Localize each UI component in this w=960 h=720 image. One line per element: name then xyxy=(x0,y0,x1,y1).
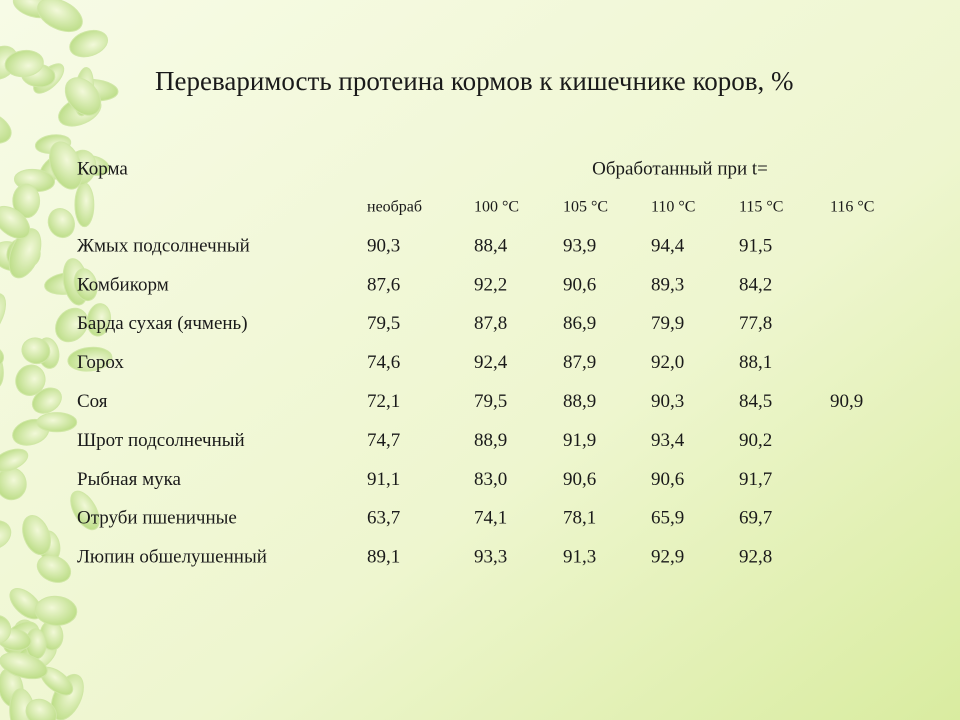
row-label: Соя xyxy=(77,391,108,412)
cell: 84,2 xyxy=(739,274,772,295)
cell: 92,8 xyxy=(739,547,772,568)
cell: 84,5 xyxy=(739,391,772,412)
cell: 90,3 xyxy=(651,391,684,412)
column-subheader: 100 °С xyxy=(474,199,519,216)
cell: 78,1 xyxy=(563,508,596,529)
leaf xyxy=(25,698,57,720)
cell: 92,0 xyxy=(651,352,684,373)
leaf xyxy=(49,141,83,190)
cell: 90,9 xyxy=(830,391,863,412)
leaf-decoration xyxy=(0,0,119,720)
leaf xyxy=(64,77,102,116)
cell: 90,6 xyxy=(563,274,596,295)
leaf xyxy=(67,346,113,372)
cell: 69,7 xyxy=(739,508,772,529)
cell: 91,1 xyxy=(367,469,400,490)
cell: 86,9 xyxy=(563,313,596,334)
cell: 91,5 xyxy=(739,235,772,256)
leaf xyxy=(22,515,51,556)
leaf xyxy=(12,183,41,219)
cell: 63,7 xyxy=(367,508,400,529)
cell: 91,9 xyxy=(563,430,596,451)
leaf xyxy=(21,337,51,365)
cell: 72,1 xyxy=(367,391,400,412)
leaf xyxy=(0,652,48,680)
cell: 83,0 xyxy=(474,469,507,490)
cell: 74,7 xyxy=(367,430,400,451)
leaf xyxy=(8,228,42,279)
cell: 94,4 xyxy=(651,235,685,256)
cell: 77,8 xyxy=(739,313,772,334)
cell: 91,3 xyxy=(563,547,596,568)
cell: 92,9 xyxy=(651,547,684,568)
cell: 93,3 xyxy=(474,547,507,568)
leaf xyxy=(0,109,12,145)
leaf xyxy=(4,49,44,78)
cell: 65,9 xyxy=(651,508,684,529)
row-label: Жмых подсолнечный xyxy=(77,235,250,256)
leaf xyxy=(73,268,98,302)
column-subheader: 105 °С xyxy=(563,199,608,216)
row-label: Шрот подсолнечный xyxy=(77,430,245,451)
leaf xyxy=(69,29,109,58)
column-subheader: 110 °С xyxy=(651,199,695,216)
leaf xyxy=(70,490,100,531)
cell: 79,9 xyxy=(651,313,684,334)
cell: 90,6 xyxy=(651,469,684,490)
leaf xyxy=(0,205,31,239)
column-subheader: 115 °С xyxy=(739,199,783,216)
leaf xyxy=(0,614,12,645)
leaf xyxy=(47,208,75,239)
leaf xyxy=(0,342,4,369)
leaf xyxy=(34,595,78,626)
row-label: Отруби пшеничные xyxy=(77,508,237,529)
cell: 87,6 xyxy=(367,274,400,295)
leaf xyxy=(74,182,95,228)
column-subheader: необраб xyxy=(367,199,422,216)
cell: 79,5 xyxy=(367,313,400,334)
table: необраб 100 °С 105 °С 110 °С 115 °С 116 °С Жмы… xyxy=(77,199,874,568)
leaf xyxy=(0,448,29,472)
cell: 92,4 xyxy=(474,352,508,373)
cell: 88,1 xyxy=(739,352,772,373)
leaf xyxy=(15,364,46,396)
cell: 92,2 xyxy=(474,274,507,295)
cell: 88,4 xyxy=(474,235,508,256)
leaf xyxy=(55,307,89,343)
row-label: Горох xyxy=(77,352,124,373)
column-header: Корма xyxy=(77,158,128,179)
leaf xyxy=(31,387,62,414)
cell: 91,7 xyxy=(739,469,772,490)
cell: 87,8 xyxy=(474,313,507,334)
cell: 87,9 xyxy=(563,352,596,373)
row-label: Барда сухая (ячмень) xyxy=(77,313,248,334)
cell: 89,3 xyxy=(651,274,684,295)
leaf xyxy=(37,0,83,33)
leaf xyxy=(0,293,7,341)
row-label: Люпин обшелушенный xyxy=(77,547,267,568)
leaf xyxy=(0,520,12,550)
cell: 74,1 xyxy=(474,508,507,529)
column-header: Обработанный при t= xyxy=(592,158,768,179)
cell: 93,4 xyxy=(651,430,685,451)
row-label: Рыбная мука xyxy=(77,469,182,490)
cell: 88,9 xyxy=(563,391,596,412)
cell: 93,9 xyxy=(563,235,596,256)
cell: 90,3 xyxy=(367,235,400,256)
cell: 79,5 xyxy=(474,391,507,412)
cell: 90,2 xyxy=(739,430,772,451)
cell: 74,6 xyxy=(367,352,400,373)
cell: 90,6 xyxy=(563,469,596,490)
column-subheader: 116 °С xyxy=(830,199,874,216)
leaf xyxy=(36,412,78,433)
leaf xyxy=(36,555,72,583)
cell: 88,9 xyxy=(474,430,507,451)
slide-title: Переваримость протеина кормов к кишечник… xyxy=(155,66,794,96)
row-label: Комбикорм xyxy=(77,274,169,295)
cell: 89,1 xyxy=(367,547,400,568)
